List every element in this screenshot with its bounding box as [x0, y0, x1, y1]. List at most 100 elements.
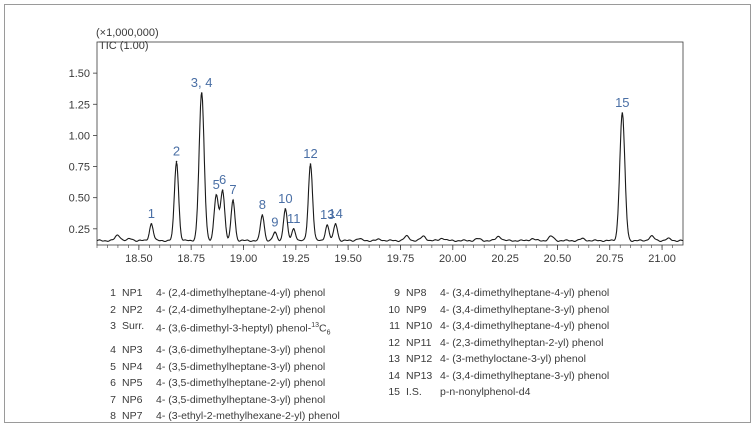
tic-trace [96, 92, 684, 243]
peak-apex-3-4 [200, 92, 203, 94]
legend-row: 2 NP2 4- (2,4-dimethylheptane-2-yl) phenol [102, 302, 340, 319]
legend-number: 14 [388, 369, 400, 382]
legend-row: 4 NP3 4- (3,6-dimethylheptane-3-yl) phenol [102, 342, 340, 359]
y-tick-label: 1.25 [69, 99, 90, 111]
legend-compound-name: 4- (2,4-dimethylheptane-4-yl) phenol [156, 287, 326, 299]
legend-compound: 4- (2,3-dimethylheptan-2-yl) phenol [440, 335, 603, 352]
legend-compound: 4- (3,6-dimethylheptane-3-yl) phenol [156, 342, 325, 359]
legend-compound-name: 4- (3,4-dimethylheptane-4-yl) phenol [440, 287, 610, 299]
legend-row: 10 NP9 4- (3,4-dimethylheptane-3-yl) pheno… [386, 302, 609, 319]
legend-compound: p-n-nonylphenol-d4 [440, 384, 530, 401]
peak-apex-12 [309, 163, 312, 165]
legend-number: 6 [110, 377, 116, 390]
legend-compound-name: 4- (3,5-dimethylheptane-3-yl) phenol [156, 393, 326, 406]
legend-right: 9 NP8 4- (3,4-dimethylheptane-4-yl) phenol… [386, 285, 609, 401]
chart-axes: 18.50 18.75 19.00 19.25 19.50 19.75 20.00 20.25… [69, 41, 684, 265]
legend-compound-name: 4- (3,5-dimethylheptane-3-yl) phenol [156, 360, 326, 373]
peak-apex-9 [274, 231, 276, 234]
peak-label-12: 12 [303, 146, 317, 161]
legend-compound-name: 4- (3,4-dimethylheptane-3-yl) phenol [440, 369, 610, 382]
legend-compound-name: 4- (3,4-dimethylheptane-3-yl) phenol [440, 303, 610, 316]
legend-code: NP13 [406, 369, 433, 382]
legend-code: NP1 [122, 287, 143, 299]
legend-number: 8 [110, 410, 116, 423]
peak-apex-10 [284, 208, 287, 210]
legend-compound: 4- (3,4-dimethylheptane-3-yl) phenol [440, 368, 609, 385]
legend-compound-name: p-n-nonylphenol-d4 [440, 386, 531, 398]
legend-compound-name: 4- (3,5-dimethylheptane-2-yl) phenol [156, 377, 326, 390]
peak-label-11: 11 [287, 211, 301, 226]
legend-compound-name: 4- (3,4-dimethylheptane-4-yl) phenol [440, 320, 610, 332]
legend-code: NP12 [406, 353, 433, 365]
legend-compound: 4- (2,4-dimethylheptane-4-yl) phenol [156, 285, 325, 302]
legend-compound-name: 4- (3-methyloctane-3-yl) phenol [440, 353, 586, 365]
legend-code: NP7 [122, 410, 143, 423]
legend-row: 1 NP1 4- (2,4-dimethylheptane-4-yl) phenol [102, 285, 340, 302]
x-tick-label: 21.00 [648, 253, 676, 265]
legend-row: 11 NP10 4- (3,4-dimethylheptane-4-yl) phen… [386, 318, 609, 335]
x-tick-label: 18.50 [125, 253, 153, 265]
legend-compound: 4- (3,4-dimethylheptane-4-yl) phenol [440, 318, 609, 335]
x-tick-label: 19.50 [334, 253, 362, 265]
legend-compound: 4- (3,5-dimethylheptane-3-yl) phenol [156, 359, 325, 376]
legend-row: 6 NP5 4- (3,5-dimethylheptane-2-yl) phenol [102, 375, 340, 392]
legend-code: NP2 [122, 303, 143, 316]
peak-label-7: 7 [229, 182, 236, 197]
legend-compound: 4- (2,4-dimethylheptane-2-yl) phenol [156, 302, 325, 319]
x-tick-label: 20.00 [439, 253, 467, 265]
peak-apex-2 [175, 160, 178, 163]
peak-label-6: 6 [219, 172, 226, 187]
peak-apex-5 [215, 194, 218, 196]
legend-code: NP5 [122, 377, 143, 390]
y-tick-label: 0.75 [69, 162, 90, 174]
legend-compound: 4- (3,5-dimethylheptane-3-yl) phenol [156, 392, 325, 409]
x-tick-label: 20.25 [491, 253, 519, 265]
legend-code: NP4 [122, 360, 143, 373]
legend-row: 14 NP13 4- (3,4-dimethylheptane-3-yl) phen… [386, 368, 609, 385]
peak-label-9: 9 [271, 215, 278, 230]
legend-compound-name: 4- (3,6-dimethylheptane-3-yl) phenol [156, 344, 326, 357]
peak-label-5: 5 [213, 177, 220, 192]
peak-apex-8 [261, 214, 264, 216]
legend-row: 12 NP11 4- (2,3-dimethylheptan-2-yl) pheno… [386, 335, 609, 352]
x-tick-label: 20.75 [596, 253, 624, 265]
legend-compound: 4- (3-ethyl-2-methylhexane-2-yl) phenol [156, 408, 340, 425]
legend-row: 15 I.S. p-n-nonylphenol-d4 [386, 384, 609, 401]
legend-code: Surr. [122, 320, 145, 332]
y-tick-label: 0.25 [69, 224, 90, 236]
peak-label-15: 15 [615, 95, 629, 110]
legend-compound: 4- (3,4-dimethylheptane-4-yl) phenol [440, 285, 609, 302]
trace-layer [96, 92, 684, 243]
peak-label-2: 2 [173, 144, 180, 159]
isotope-element: C [319, 322, 327, 335]
legend-code: NP10 [406, 320, 433, 332]
isotope-superscript: 13 [311, 322, 320, 329]
peak-apex-1 [150, 223, 153, 225]
peak-label-3-4: 3, 4 [191, 75, 213, 90]
legend-number: 9 [394, 287, 400, 299]
legend-number: 5 [110, 360, 116, 373]
legend-code: NP8 [406, 287, 427, 299]
peak-label-1: 1 [148, 206, 155, 221]
y-tick-label: 0.50 [69, 193, 90, 205]
y-tick-label: 1.50 [69, 68, 90, 80]
x-tick-label: 19.25 [282, 253, 310, 265]
legend-code: NP3 [122, 344, 143, 357]
legend-left: 1 NP1 4- (2,4-dimethylheptane-4-yl) phenol… [102, 285, 340, 425]
legend-code: NP6 [122, 393, 143, 406]
x-tick-label: 18.75 [177, 253, 205, 265]
peak-label-13: 13 [320, 207, 334, 222]
legend-code: NP9 [406, 303, 427, 316]
peak-apex-14 [334, 223, 337, 225]
x-tick-label: 20.50 [544, 253, 572, 265]
legend-compound-name: 4- (2,4-dimethylheptane-2-yl) phenol [156, 303, 326, 316]
legend-number: 11 [389, 320, 400, 332]
legend-row: 13 NP12 4- (3-methyloctane-3-yl) phenol [386, 351, 609, 368]
peak-apex-13 [326, 224, 329, 226]
series-label: TIC (1.00) [99, 40, 149, 52]
peak-apex-7 [232, 199, 234, 201]
isotope-subscript: 6 [326, 329, 331, 337]
legend-row: 8 NP7 4- (3-ethyl-2-methylhexane-2-yl) phe… [102, 408, 340, 425]
legend-row: 3 Surr. 4- (3,6-dimethyl-3-heptyl) phenol-… [102, 318, 340, 342]
